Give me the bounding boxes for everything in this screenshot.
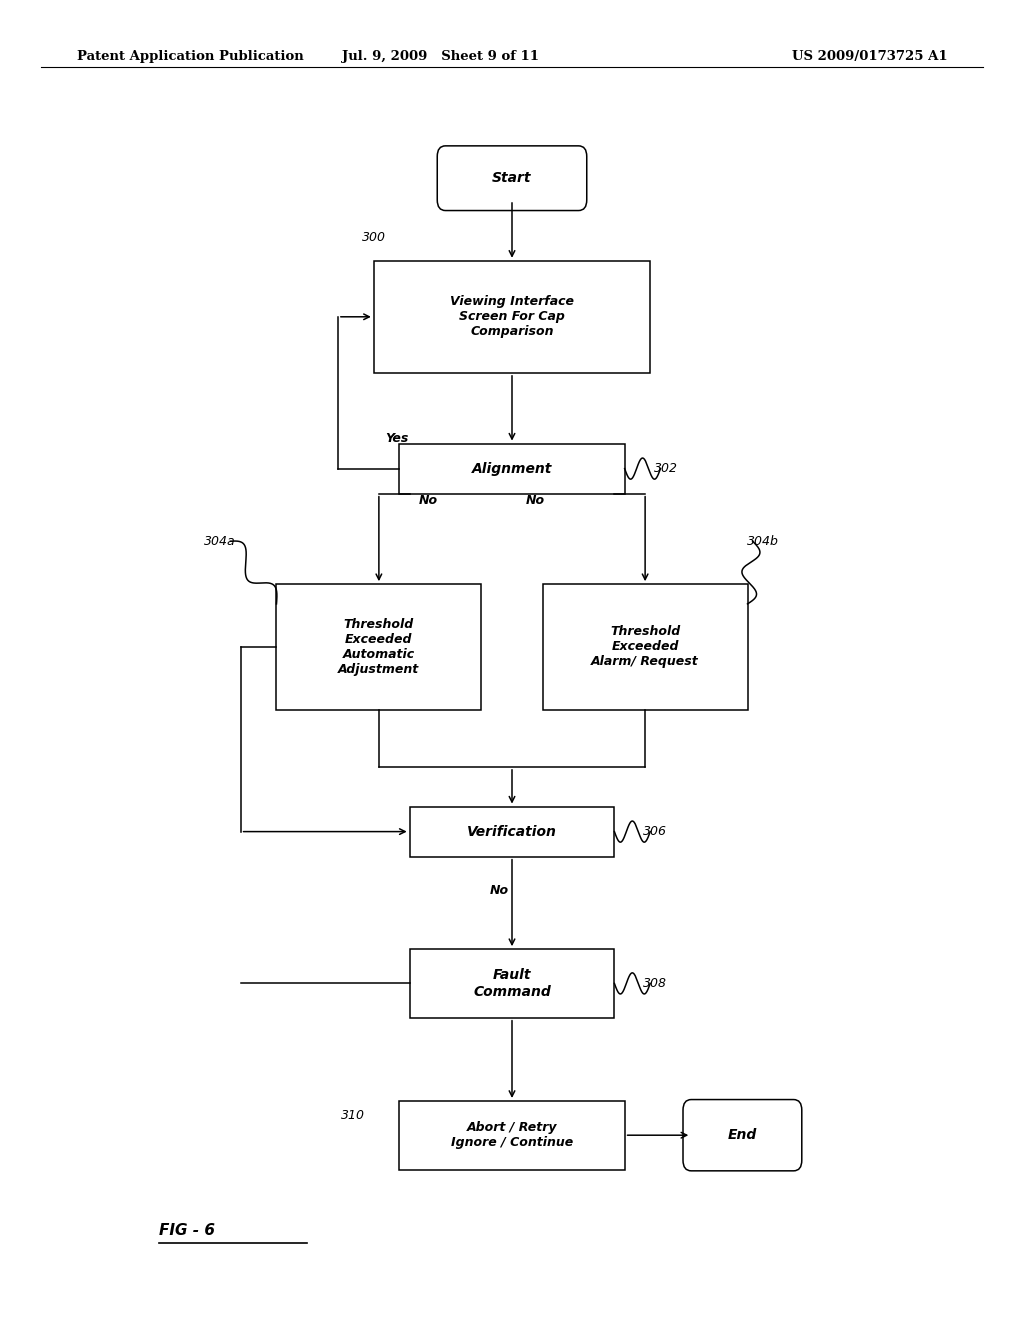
Text: Verification: Verification bbox=[467, 825, 557, 838]
Text: 306: 306 bbox=[643, 825, 668, 838]
Text: 310: 310 bbox=[341, 1109, 366, 1122]
Bar bbox=[399, 1101, 625, 1170]
Text: Threshold
Exceeded
Automatic
Adjustment: Threshold Exceeded Automatic Adjustment bbox=[338, 618, 420, 676]
Text: Yes: Yes bbox=[386, 432, 409, 445]
Text: 308: 308 bbox=[643, 977, 668, 990]
Text: Start: Start bbox=[493, 172, 531, 185]
Text: No: No bbox=[419, 494, 437, 507]
Text: End: End bbox=[728, 1129, 757, 1142]
Text: Threshold
Exceeded
Alarm/ Request: Threshold Exceeded Alarm/ Request bbox=[591, 626, 699, 668]
Text: 304a: 304a bbox=[205, 535, 236, 548]
Text: FIG - 6: FIG - 6 bbox=[159, 1222, 215, 1238]
Bar bbox=[543, 583, 748, 710]
FancyBboxPatch shape bbox=[683, 1100, 802, 1171]
Bar bbox=[410, 949, 614, 1018]
Bar bbox=[374, 261, 650, 372]
Text: 300: 300 bbox=[361, 231, 386, 244]
Text: 304b: 304b bbox=[746, 535, 779, 548]
Bar bbox=[399, 444, 625, 494]
Text: Jul. 9, 2009   Sheet 9 of 11: Jul. 9, 2009 Sheet 9 of 11 bbox=[342, 50, 539, 63]
FancyBboxPatch shape bbox=[437, 145, 587, 210]
Text: Alignment: Alignment bbox=[472, 462, 552, 475]
Text: Abort / Retry
Ignore / Continue: Abort / Retry Ignore / Continue bbox=[451, 1121, 573, 1150]
Bar bbox=[410, 807, 614, 857]
Text: No: No bbox=[490, 884, 509, 898]
Text: No: No bbox=[526, 494, 545, 507]
Text: 302: 302 bbox=[653, 462, 678, 475]
Bar bbox=[276, 583, 481, 710]
Text: Fault
Command: Fault Command bbox=[473, 969, 551, 998]
Text: US 2009/0173725 A1: US 2009/0173725 A1 bbox=[792, 50, 947, 63]
Text: Viewing Interface
Screen For Cap
Comparison: Viewing Interface Screen For Cap Compari… bbox=[450, 296, 574, 338]
Text: Patent Application Publication: Patent Application Publication bbox=[77, 50, 303, 63]
